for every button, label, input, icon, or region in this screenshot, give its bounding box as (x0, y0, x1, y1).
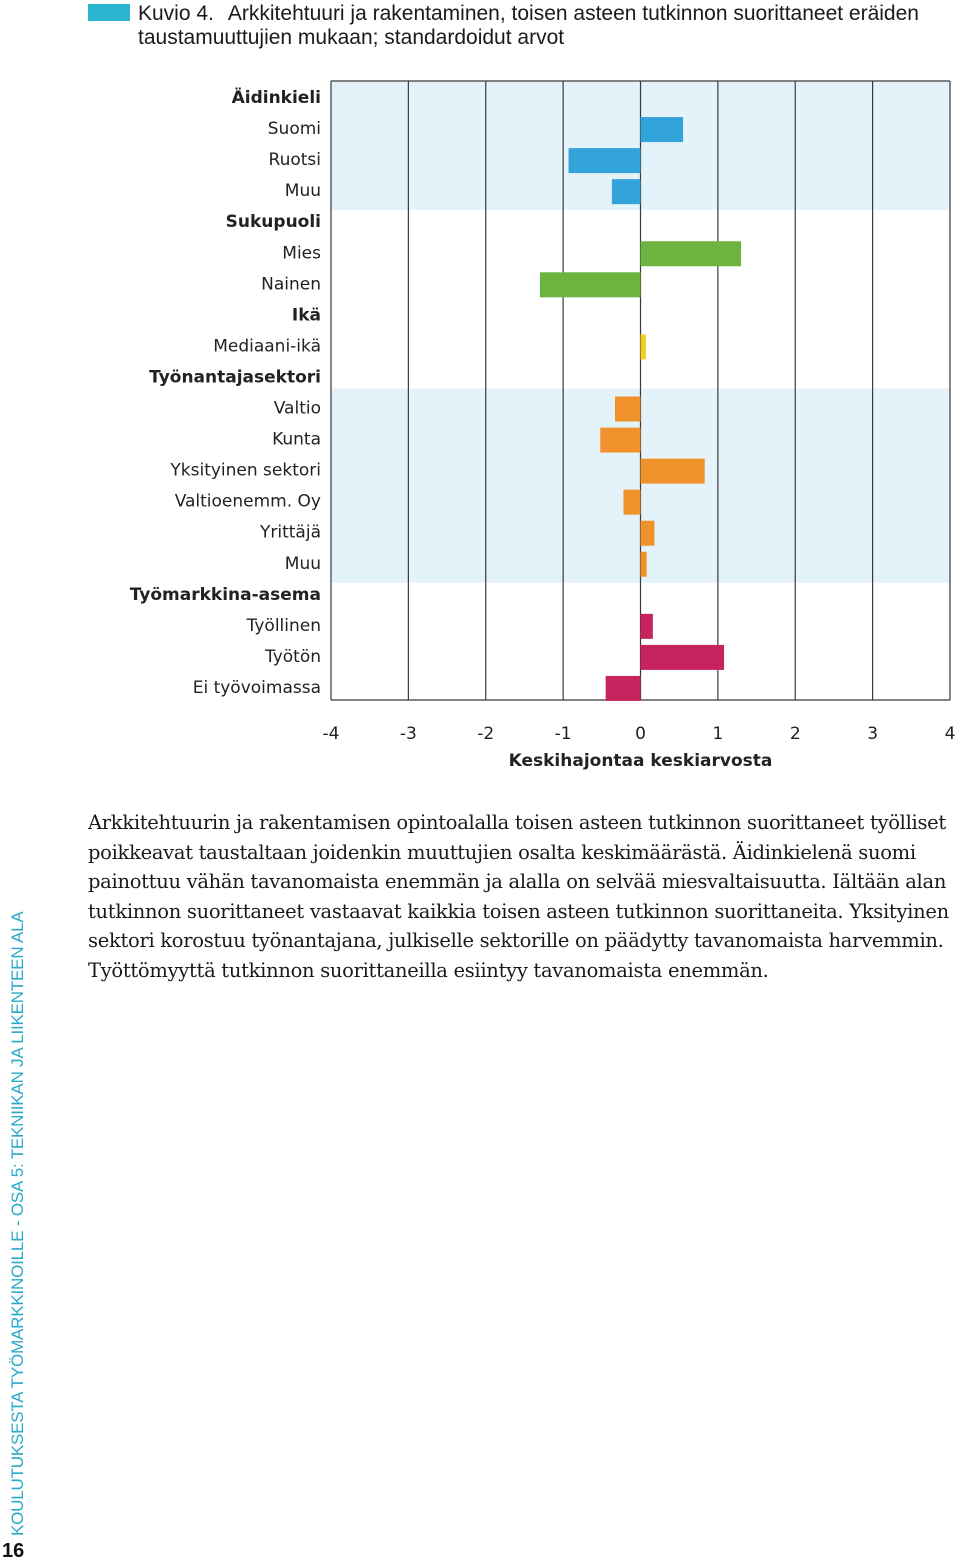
row-label: Mies (282, 243, 321, 263)
category-header-label: Ikä (292, 305, 321, 325)
chart-row-labels: Äidinkieli Suomi Ruotsi Muu Sukupuoli Mies Nai… (130, 86, 321, 698)
x-tick-label: 1 (712, 724, 723, 744)
bar-sektori (640, 458, 705, 484)
row-label: Ruotsi (269, 150, 321, 170)
title-color-marker (88, 4, 130, 21)
x-tick-label: 3 (867, 724, 878, 744)
bar-sukupuoli (640, 241, 742, 267)
row-label: Ei työvoimassa (193, 678, 321, 698)
row-label: Yrittäjä (259, 523, 321, 543)
bar-aidinkieli (568, 148, 641, 174)
bar-aidinkieli (640, 117, 684, 143)
category-header-label: Äidinkieli (232, 86, 321, 108)
row-label: Työllinen (246, 616, 321, 636)
running-footer: KOULUTUKSESTA TYÖMARKKINOILLE - OSA 5: T… (8, 911, 27, 1536)
row-label: Valtioenemm. Oy (175, 492, 321, 512)
bar-tyomarkkina (640, 644, 725, 670)
row-label: Mediaani-ikä (213, 336, 321, 356)
figure-caption: Arkkitehtuuri ja rakentaminen, toisen as… (138, 2, 919, 49)
row-label: Suomi (268, 119, 321, 139)
page-number: 16 (2, 1540, 25, 1562)
chart-bars (539, 117, 742, 701)
bar-sektori (640, 520, 655, 546)
x-tick-label: 0 (635, 724, 646, 744)
chart-x-ticks: -4 -3 -2 -1 0 1 2 3 4 (323, 724, 956, 744)
row-label: Työtön (264, 647, 321, 667)
row-label: Nainen (261, 274, 321, 294)
bar-sektori (614, 396, 641, 422)
row-label: Kunta (272, 430, 321, 450)
x-tick-label: -3 (400, 724, 417, 744)
bar-ika (640, 334, 646, 360)
category-header-label: Työnantajasektori (149, 367, 321, 387)
bar-sektori (623, 489, 641, 515)
x-tick-label: 4 (945, 724, 956, 744)
bar-sektori (640, 551, 647, 577)
row-label: Valtio (274, 399, 321, 419)
chart-grid (330, 80, 951, 701)
bar-tyomarkkina (605, 675, 641, 701)
row-label: Muu (285, 554, 321, 574)
category-header-label: Sukupuoli (226, 212, 321, 232)
bar-sukupuoli (539, 272, 641, 298)
x-axis-title: Keskihajontaa keskiarvosta (509, 751, 773, 771)
x-tick-label: -1 (555, 724, 572, 744)
body-paragraph: Arkkitehtuurin ja rakentamisen opintoala… (88, 811, 949, 982)
x-tick-label: -4 (323, 724, 340, 744)
row-label: Yksityinen sektori (169, 461, 321, 481)
x-tick-label: -2 (477, 724, 494, 744)
figure-caption-block: Kuvio 4. Arkkitehtuuri ja rakentaminen, t… (138, 2, 938, 50)
bar-tyomarkkina (640, 613, 653, 639)
row-label: Muu (285, 181, 321, 201)
x-tick-label: 2 (790, 724, 801, 744)
bar-chart: Äidinkieli Suomi Ruotsi Muu Sukupuoli Mies Nai… (130, 80, 956, 771)
category-header-label: Työmarkkina-asema (130, 585, 321, 605)
figure-number: Kuvio 4. (138, 2, 214, 25)
bar-sektori (600, 427, 641, 453)
bar-aidinkieli (611, 179, 641, 205)
